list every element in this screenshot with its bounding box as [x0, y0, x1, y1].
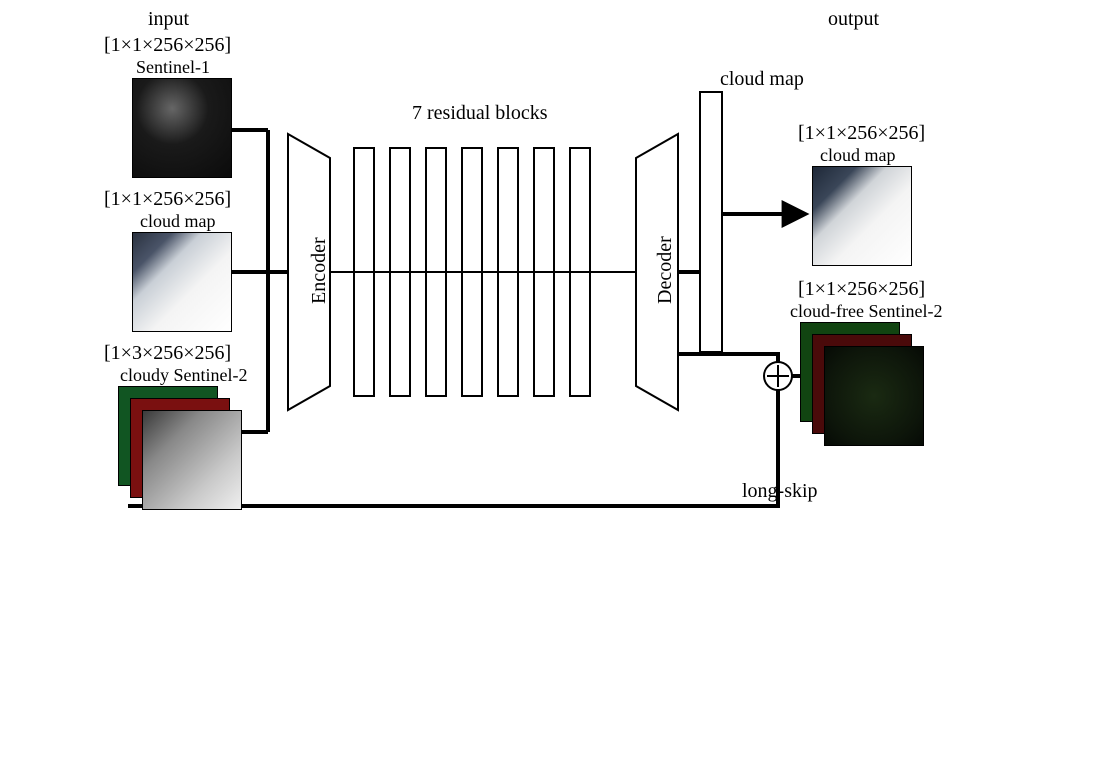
cloudy-s2-label: cloudy Sentinel-2 [120, 365, 247, 386]
dims-in2: [1×1×256×256] [104, 188, 231, 211]
long-skip-label: long-skip [742, 480, 818, 503]
cloud-map-top-label: cloud map [720, 68, 804, 91]
cloudfree-s2-stack [800, 322, 922, 444]
dims-in3: [1×3×256×256] [104, 342, 231, 365]
decoder-label: Decoder [654, 236, 677, 304]
cloud-map-out-label: cloud map [820, 145, 895, 166]
cloud-map-in-thumb [132, 232, 232, 332]
cloudy-s2-stack [118, 386, 240, 508]
dims-in1: [1×1×256×256] [104, 34, 231, 57]
dims-out2: [1×1×256×256] [798, 278, 925, 301]
encoder-label: Encoder [308, 237, 331, 304]
output-header: output [828, 8, 879, 31]
cloud-map-in-label: cloud map [140, 211, 215, 232]
input-header: input [148, 8, 189, 31]
sentinel1-label: Sentinel-1 [136, 57, 210, 78]
sentinel1-thumb [132, 78, 232, 178]
cloud-map-out-thumb [812, 166, 912, 266]
cloudfree-s2-label: cloud-free Sentinel-2 [790, 301, 942, 322]
dims-out1: [1×1×256×256] [798, 122, 925, 145]
residual-label: 7 residual blocks [412, 102, 548, 125]
